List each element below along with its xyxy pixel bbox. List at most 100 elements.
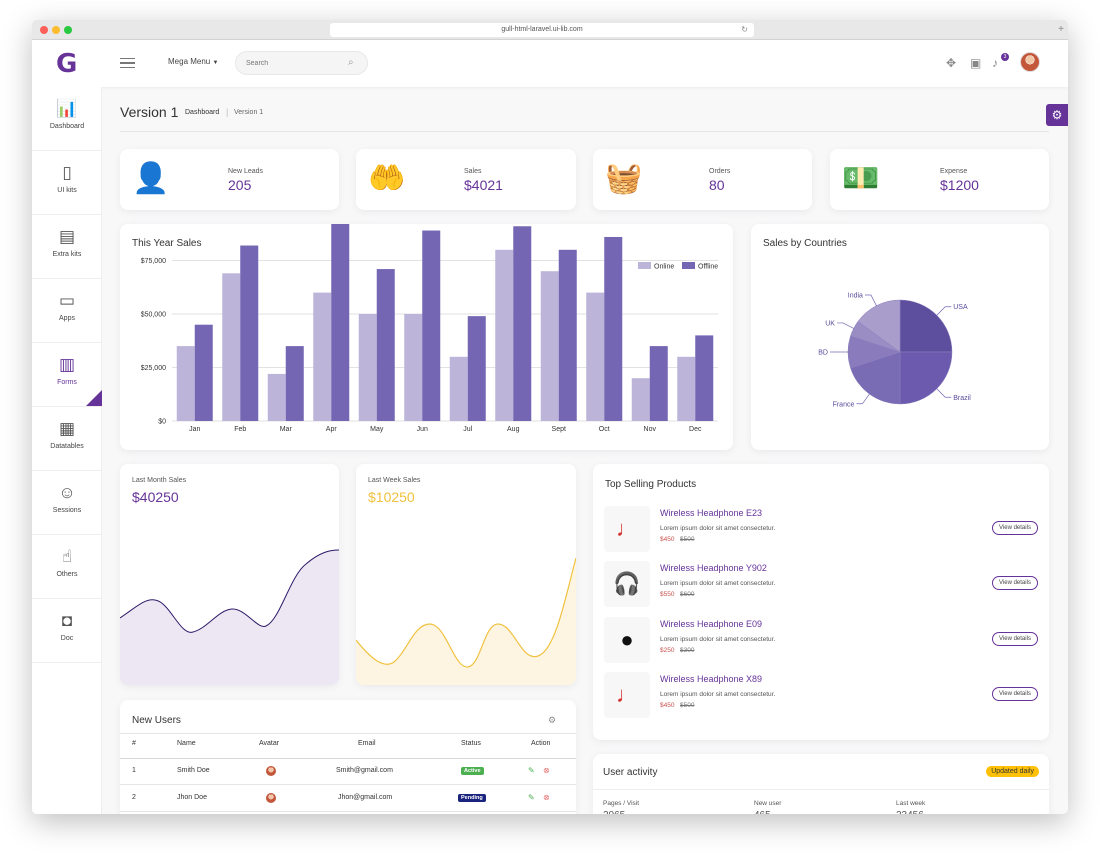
product-price: $550 xyxy=(660,591,675,598)
search-icon[interactable]: ⌕ xyxy=(348,57,354,68)
bar-offline[interactable] xyxy=(422,230,441,421)
bar-offline[interactable] xyxy=(649,346,668,421)
stat-value: 80 xyxy=(709,177,725,193)
bell-icon[interactable]: ♪ xyxy=(992,56,998,70)
url-text: gull-html-laravel.ui-lib.com xyxy=(501,26,583,33)
bar-offline[interactable] xyxy=(376,269,395,421)
gear-icon[interactable]: ⚙ xyxy=(548,715,557,725)
bar-online[interactable] xyxy=(495,249,514,421)
apps-icon[interactable]: ▣ xyxy=(970,56,982,70)
view-details-button[interactable]: View details xyxy=(992,521,1038,535)
menu-toggle-icon[interactable] xyxy=(120,58,135,68)
product-name[interactable]: Wireless Headphone E23 xyxy=(660,508,763,518)
fullscreen-icon[interactable]: ✥ xyxy=(946,56,957,70)
bar-online[interactable] xyxy=(631,378,650,421)
metric-label: New user xyxy=(754,800,782,807)
sidebar-item-ui-kits[interactable]: ▯ UI kits xyxy=(32,151,102,215)
pie-slice-usa[interactable] xyxy=(899,299,953,353)
area-fill xyxy=(120,550,339,685)
last-week-area-chart xyxy=(356,557,576,685)
column-header: Avatar xyxy=(259,740,280,747)
breadcrumb-dashboard[interactable]: Dashboard xyxy=(185,109,220,116)
mega-menu-dropdown[interactable]: Mega Menu ▼ xyxy=(168,57,218,66)
user-activity-card: User activity Updated daily Pages / Visi… xyxy=(593,754,1049,814)
bar-chart-icon: 📊 xyxy=(56,99,78,118)
pie-slice-india[interactable] xyxy=(857,299,901,353)
page-title: Version 1 xyxy=(120,104,179,120)
product-old-price: $500 xyxy=(680,702,695,709)
bar-online[interactable] xyxy=(540,271,559,421)
pie-slice-france[interactable] xyxy=(850,351,901,405)
maximize-window-button[interactable] xyxy=(64,26,72,34)
pie-leader-line xyxy=(864,294,877,306)
new-tab-button[interactable]: + xyxy=(1058,24,1064,35)
bar-online[interactable] xyxy=(267,373,286,421)
sidebar-item-label: Dashboard xyxy=(49,123,85,130)
area-line xyxy=(356,557,576,668)
card-title: New Users xyxy=(132,715,181,726)
bar-offline[interactable] xyxy=(285,346,304,421)
delete-icon[interactable]: ⊗ xyxy=(543,793,550,802)
bar-online[interactable] xyxy=(449,356,468,421)
search-input[interactable] xyxy=(235,51,368,75)
app-logo[interactable]: G xyxy=(56,49,78,79)
legend-label[interactable]: Offline xyxy=(698,264,718,271)
gear-icon: ⚙ xyxy=(1051,108,1063,122)
main-content: Version 1 Dashboard | Version 1 ⚙ 👤 New … xyxy=(102,87,1068,814)
reload-icon[interactable]: ↻ xyxy=(741,25,748,34)
minimize-window-button[interactable] xyxy=(52,26,60,34)
sidebar-item-apps[interactable]: ▭ Apps xyxy=(32,279,102,343)
bar-online[interactable] xyxy=(313,292,332,421)
sidebar-item-label: Apps xyxy=(59,315,75,322)
close-window-button[interactable] xyxy=(40,26,48,34)
bar-online[interactable] xyxy=(404,314,423,421)
breadcrumb-current: Version 1 xyxy=(234,109,264,116)
address-bar[interactable]: gull-html-laravel.ui-lib.com ↻ xyxy=(330,23,754,37)
x-tick-label: Nov xyxy=(644,426,657,433)
sidebar-item-sessions[interactable]: ☺ Sessions xyxy=(32,471,102,535)
bar-offline[interactable] xyxy=(604,236,623,421)
bar-online[interactable] xyxy=(677,356,696,421)
view-details-button[interactable]: View details xyxy=(992,687,1038,701)
edit-icon[interactable]: ✎ xyxy=(528,793,535,802)
bar-online[interactable] xyxy=(176,346,195,421)
column-header: Status xyxy=(461,740,481,747)
product-name[interactable]: Wireless Headphone Y902 xyxy=(660,563,767,573)
view-details-button[interactable]: View details xyxy=(992,576,1038,590)
bar-offline[interactable] xyxy=(331,224,350,421)
bar-online[interactable] xyxy=(222,273,241,421)
sidebar-item-forms[interactable]: ▥ Forms xyxy=(32,343,102,407)
view-details-button[interactable]: View details xyxy=(992,632,1038,646)
product-item: ● Wireless Headphone E09 Lorem ipsum dol… xyxy=(604,617,1038,663)
bar-offline[interactable] xyxy=(558,249,577,421)
user-avatar[interactable] xyxy=(1020,52,1040,72)
bar-online[interactable] xyxy=(358,314,377,421)
sidebar-item-extra-kits[interactable]: ▤ Extra kits xyxy=(32,215,102,279)
product-name[interactable]: Wireless Headphone E09 xyxy=(660,619,763,629)
sidebar-item-others[interactable]: ☝ Others xyxy=(32,535,102,599)
sidebar-item-label: UI kits xyxy=(57,187,77,194)
product-name[interactable]: Wireless Headphone X89 xyxy=(660,674,763,684)
legend-label[interactable]: Online xyxy=(654,264,674,271)
pie-label: France xyxy=(833,401,855,408)
bar-offline[interactable] xyxy=(467,316,486,421)
sidebar-item-doc[interactable]: ◘ Doc xyxy=(32,599,102,663)
card-value: $10250 xyxy=(368,489,415,505)
bar-online[interactable] xyxy=(586,292,605,421)
pie-leader-line xyxy=(936,388,952,398)
stat-value: $1200 xyxy=(940,177,979,193)
column-header: Name xyxy=(177,740,196,747)
sidebar-item-label: Doc xyxy=(60,635,74,642)
bar-offline[interactable] xyxy=(194,324,213,421)
customizer-gear-button[interactable]: ⚙ xyxy=(1046,104,1068,126)
product-desc: Lorem ipsum dolor sit amet consectetur. xyxy=(660,580,776,587)
delete-icon[interactable]: ⊗ xyxy=(543,766,550,775)
bar-offline[interactable] xyxy=(513,226,532,421)
sidebar-item-dashboard[interactable]: 📊 Dashboard xyxy=(32,87,102,151)
sidebar-item-datatables[interactable]: ▦ Datatables xyxy=(32,407,102,471)
bar-offline[interactable] xyxy=(695,335,714,421)
pie-label: Brazil xyxy=(953,395,971,402)
bar-offline[interactable] xyxy=(240,245,259,421)
card-label: Last Week Sales xyxy=(368,477,421,484)
edit-icon[interactable]: ✎ xyxy=(528,766,535,775)
